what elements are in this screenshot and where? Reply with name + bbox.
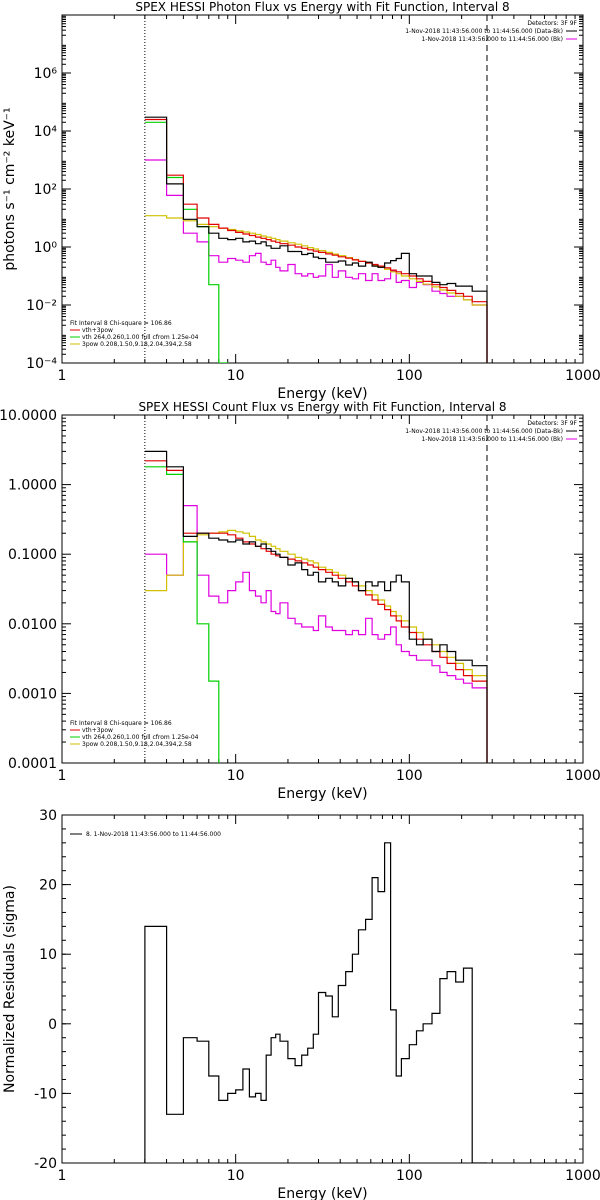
y-tick-label: 10⁰ xyxy=(34,240,58,256)
x-axis-label: Energy (keV) xyxy=(277,786,367,802)
axis-frame xyxy=(61,14,584,364)
y-tick-label: 10⁻² xyxy=(26,298,57,314)
x-tick-label: 1 xyxy=(58,368,67,384)
x-tick-label: 10 xyxy=(227,1168,245,1184)
series-vth xyxy=(144,466,229,763)
legend-fit-label: 3pow 0.208,1.50,9.18,2.04,394,2.58 xyxy=(82,341,192,348)
x-tick-label: 1000 xyxy=(565,1168,600,1184)
legend-fit-label: vth+3pow xyxy=(82,327,113,334)
x-tick-label: 100 xyxy=(396,768,423,784)
y-tick-label: 0.0010 xyxy=(8,686,57,702)
legend-data-label: 1-Nov-2018 11:43:56.000 to 11:44:56.000 … xyxy=(405,28,563,35)
series-data-bk xyxy=(144,116,488,363)
y-tick-label: 0.0100 xyxy=(8,617,57,633)
y-tick-label: 10⁻⁴ xyxy=(26,356,57,372)
y-tick-label: 20 xyxy=(39,878,57,894)
x-axis-label: Energy (keV) xyxy=(277,386,367,402)
plot-area xyxy=(144,116,488,363)
series-8-1-nov-2018-11-43-56-000-to-11-44-56-000 xyxy=(144,842,487,1163)
legend-fit-interval: Fit Interval 8 Chi-square = 106.86 xyxy=(70,720,172,727)
y-tick-label: 0.1000 xyxy=(8,547,57,563)
series-3pow xyxy=(144,529,488,763)
y-tick-label: -10 xyxy=(34,1086,57,1102)
axis-frame xyxy=(61,814,584,1164)
x-tick-label: 1000 xyxy=(565,368,600,384)
series-bk xyxy=(144,505,488,763)
legend-residual-label: 8. 1-Nov-2018 11:43:56.000 to 11:44:56.0… xyxy=(86,831,221,838)
legend-fit-interval: Fit Interval 8 Chi-square = 106.86 xyxy=(70,320,172,327)
legend-detectors: Detectors: 3F 9F xyxy=(527,420,577,427)
y-tick-label: 10⁴ xyxy=(34,124,58,140)
y-tick-label: 10 xyxy=(39,947,57,963)
axis-frame xyxy=(61,414,584,764)
plot-area xyxy=(144,842,487,1163)
legend-fit-label: 3pow 0.208,1.50,9.18,2.04,394,2.58 xyxy=(82,741,192,748)
x-tick-label: 1000 xyxy=(565,768,600,784)
series-vth xyxy=(144,121,237,363)
y-tick-label: 10.0000 xyxy=(0,408,57,424)
legend-detectors: Detectors: 3F 9F xyxy=(527,20,577,27)
x-tick-label: 1 xyxy=(58,768,67,784)
x-tick-label: 100 xyxy=(396,368,423,384)
y-tick-label: 1.0000 xyxy=(8,478,57,494)
series-bk xyxy=(144,159,488,363)
y-tick-label: 0 xyxy=(48,1017,57,1033)
legend-fit-label: vth 264,0.260,1.00 full cfrom 1.25e-04 xyxy=(82,334,199,341)
legend-bk-label: 1-Nov-2018 11:43:56.000 to 11:44:56.000 … xyxy=(421,36,563,43)
panel-1: 1 10 100 1000 10⁻⁴ 10⁻² 10⁰ 10² 10⁴ 10⁶ SPEX HESSI… xyxy=(2,0,600,402)
x-tick-label: 10 xyxy=(227,768,245,784)
y-axis-label: photons s⁻¹ cm⁻² keV⁻¹ xyxy=(2,107,18,270)
chart-title: SPEX HESSI Count Flux vs Energy with Fit… xyxy=(138,400,506,414)
x-tick-label: 10 xyxy=(227,368,245,384)
x-axis-label: Energy (keV) xyxy=(277,1186,367,1200)
y-tick-label: 0.0001 xyxy=(8,756,57,772)
panel-2: 1 10 100 1000 0.0001 0.0010 0.0100 0.1000 1.0000… xyxy=(0,400,600,802)
series-vth-3pow xyxy=(144,118,488,363)
plot-area xyxy=(144,450,488,763)
y-tick-label: 10² xyxy=(34,182,57,198)
legend-bk-label: 1-Nov-2018 11:43:56.000 to 11:44:56.000 … xyxy=(421,436,563,443)
y-axis-label: Normalized Residuals (sigma) xyxy=(2,885,18,1093)
y-tick-label: -20 xyxy=(34,1156,57,1172)
y-tick-label: 30 xyxy=(39,808,57,824)
series-data-bk xyxy=(144,450,488,763)
y-tick-label: 10⁶ xyxy=(34,66,58,82)
legend-data-label: 1-Nov-2018 11:43:56.000 to 11:44:56.000 … xyxy=(405,428,563,435)
x-tick-label: 1 xyxy=(58,1168,67,1184)
chart-title: SPEX HESSI Photon Flux vs Energy with Fi… xyxy=(135,0,509,14)
legend-fit-label: vth 264,0.260,1.00 full cfrom 1.25e-04 xyxy=(82,734,199,741)
legend-fit-label: vth+3pow xyxy=(82,727,113,734)
x-tick-label: 100 xyxy=(396,1168,423,1184)
panel-3: 1 10 100 1000 -20 -10 0 10 20 30 Energy (keV) Norma… xyxy=(2,808,600,1200)
